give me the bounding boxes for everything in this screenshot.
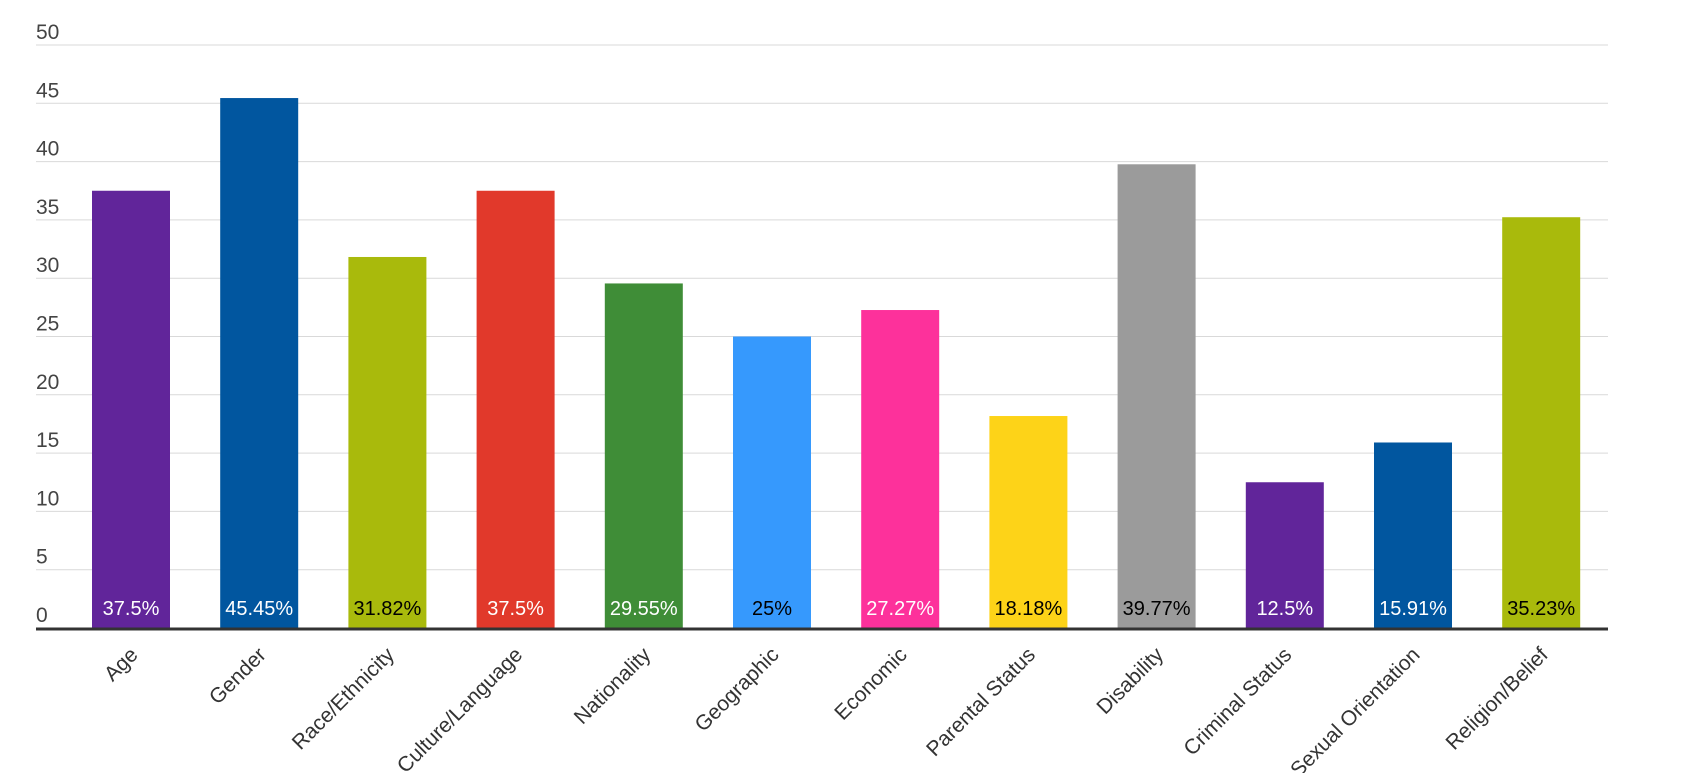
bar-data-label: 39.77% (1123, 598, 1191, 620)
y-tick-label: 50 (36, 21, 59, 44)
x-tick-label: Nationality (570, 643, 656, 729)
bar (1374, 442, 1452, 628)
y-tick-label: 5 (36, 546, 48, 569)
y-tick-label: 35 (36, 196, 59, 219)
bar-data-label: 12.5% (1256, 598, 1313, 620)
x-tick-label: Sexual Orientation (1286, 643, 1424, 773)
bar (1245, 482, 1324, 628)
x-tick-label: Economic (830, 643, 911, 724)
bar (348, 256, 427, 628)
bar-data-label: 35.23% (1507, 598, 1575, 620)
x-tick-label: Parental Status (922, 643, 1040, 761)
bar (861, 310, 940, 628)
y-tick-label: 45 (36, 79, 59, 102)
x-tick-label: Gender (205, 643, 271, 709)
x-tick-label: Culture/Language (393, 643, 527, 773)
x-tick-label: Age (100, 643, 143, 686)
y-tick-label: 30 (36, 254, 59, 277)
x-tick-label: Race/Ethnicity (288, 643, 400, 755)
bar-data-labels: 37.5% 45.45% 31.82% 37.5% 29.55% 25% 27.27% 18.… (103, 598, 1576, 620)
bars (92, 98, 1581, 629)
y-tick-label: 20 (36, 371, 59, 394)
bar (92, 190, 170, 628)
bar (220, 98, 299, 629)
y-tick-label: 15 (36, 429, 59, 452)
bar-data-label: 25% (752, 598, 792, 620)
bar (733, 336, 811, 628)
bar (476, 190, 555, 628)
x-tick-label: Geographic (690, 643, 783, 736)
bar-data-label: 37.5% (487, 598, 544, 620)
bar (1502, 217, 1581, 628)
bar (989, 416, 1068, 628)
bar (604, 283, 683, 628)
bar (1117, 164, 1196, 628)
bar-data-label: 45.45% (225, 598, 293, 620)
x-tick-label: Criminal Status (1179, 643, 1296, 760)
y-tick-label: 25 (36, 313, 59, 336)
bar-data-label: 31.82% (353, 598, 421, 620)
x-tick-label: Disability (1092, 643, 1168, 719)
bar-data-label: 27.27% (866, 598, 934, 620)
bar-data-label: 15.91% (1379, 598, 1447, 620)
bar-data-label: 29.55% (610, 598, 678, 620)
y-axis-ticks: 0 5 10 15 20 25 30 35 40 45 50 (36, 21, 59, 627)
x-tick-label: Religion/Belief (1442, 643, 1553, 754)
y-tick-label: 0 (36, 604, 48, 627)
y-tick-label: 40 (36, 138, 59, 161)
y-tick-label: 10 (36, 487, 59, 510)
bar-data-label: 37.5% (103, 598, 160, 620)
bar-data-label: 18.18% (994, 598, 1062, 620)
